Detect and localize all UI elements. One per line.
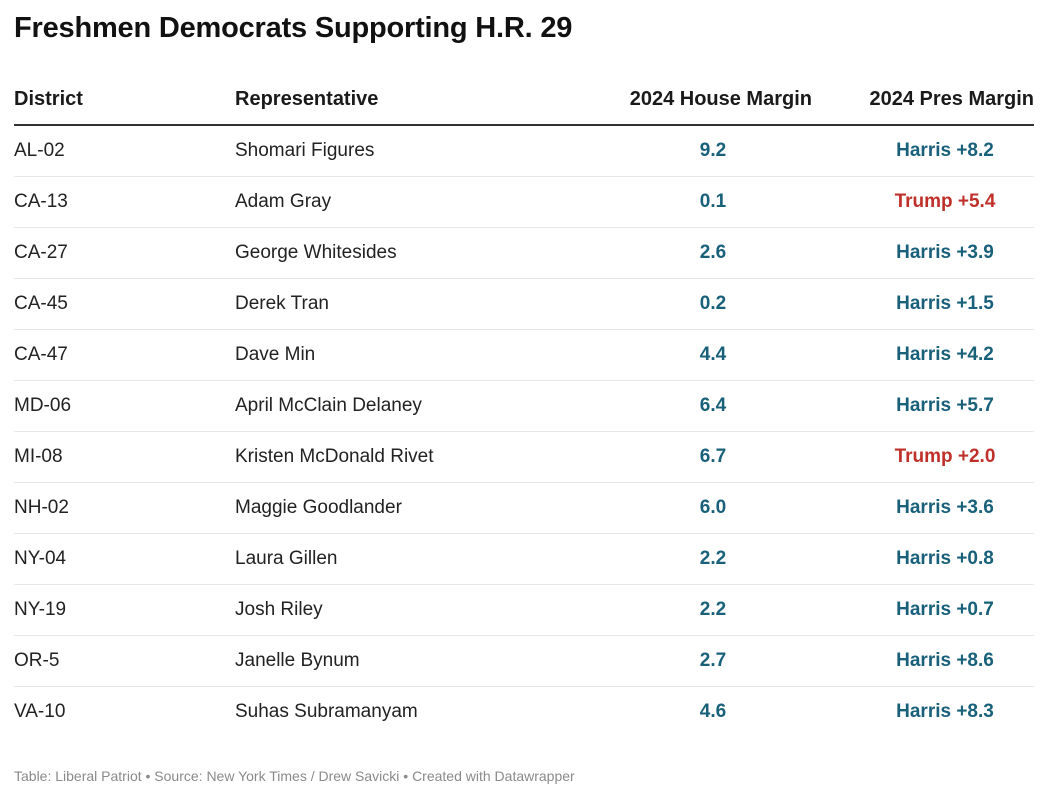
table-row: NY-04 Laura Gillen 2.2 Harris +0.8 — [14, 533, 1034, 585]
cell-district: CA-47 — [14, 329, 235, 381]
cell-pres-margin-container: Harris +4.2 — [812, 329, 1034, 381]
cell-representative: Laura Gillen — [235, 533, 614, 585]
cell-district: CA-13 — [14, 176, 235, 228]
cell-district: MI-08 — [14, 431, 235, 483]
cell-district: NY-04 — [14, 533, 235, 585]
column-header-district[interactable]: District — [14, 74, 235, 126]
cell-pres-margin-container: Harris +1.5 — [812, 278, 1034, 330]
table-row: MI-08 Kristen McDonald Rivet 6.7 Trump +2.0 — [14, 431, 1034, 483]
cell-pres-margin-container: Harris +8.6 — [812, 635, 1034, 687]
cell-pres-margin-container: Harris +0.7 — [812, 584, 1034, 636]
cell-pres-margin: Harris +3.9 — [896, 242, 994, 263]
cell-pres-margin: Harris +4.2 — [896, 344, 994, 365]
cell-house-margin: 2.7 — [614, 635, 812, 687]
cell-pres-margin: Harris +5.7 — [896, 395, 994, 416]
cell-house-margin: 6.4 — [614, 380, 812, 432]
column-header-house-margin[interactable]: 2024 House Margin — [614, 74, 812, 126]
cell-pres-margin-container: Harris +3.6 — [812, 482, 1034, 534]
cell-district: NY-19 — [14, 584, 235, 636]
data-table-container: District Representative 2024 House Margi… — [14, 74, 1034, 737]
cell-district: VA-10 — [14, 701, 66, 722]
cell-pres-margin-container: Harris +0.8 — [812, 533, 1034, 585]
cell-district: AL-02 — [14, 125, 235, 177]
cell-representative: Kristen McDonald Rivet — [235, 431, 614, 483]
column-header-pres-margin[interactable]: 2024 Pres Margin — [812, 74, 1034, 126]
cell-representative: April McClain Delaney — [235, 380, 614, 432]
cell-house-margin: 4.4 — [614, 329, 812, 381]
chart-title: Freshmen Democrats Supporting H.R. 29 — [14, 12, 573, 44]
cell-pres-margin: Harris +0.8 — [896, 548, 994, 569]
cell-representative: Dave Min — [235, 329, 614, 381]
cell-pres-margin: Harris +0.7 — [896, 599, 994, 620]
cell-house-margin: 2.2 — [614, 584, 812, 636]
cell-pres-margin: Harris +3.6 — [896, 497, 994, 518]
cell-representative: Janelle Bynum — [235, 635, 614, 687]
header-row: District Representative 2024 House Margi… — [14, 74, 1034, 126]
table-row: CA-27 George Whitesides 2.6 Harris +3.9 — [14, 227, 1034, 279]
cell-pres-margin-container: Harris +8.3 — [812, 687, 1034, 738]
cell-house-margin: 6.7 — [614, 431, 812, 483]
cell-pres-margin: Trump +2.0 — [894, 446, 996, 467]
cell-house-margin: 6.0 — [614, 482, 812, 534]
cell-representative: Adam Gray — [235, 176, 614, 228]
cell-house-margin: 4.6 — [699, 701, 727, 722]
cell-house-margin: 0.1 — [614, 176, 812, 228]
table-header: District Representative 2024 House Margi… — [14, 74, 1034, 126]
table-body: AL-02 Shomari Figures 9.2 Harris +8.2 CA-13 A… — [14, 125, 1034, 737]
cell-district: OR-5 — [14, 635, 235, 687]
cell-representative: Josh Riley — [235, 584, 614, 636]
table-row: CA-45 Derek Tran 0.2 Harris +1.5 — [14, 278, 1034, 330]
column-header-representative[interactable]: Representative — [235, 74, 614, 126]
cell-house-margin: 2.6 — [614, 227, 812, 279]
cell-district: NH-02 — [14, 482, 235, 534]
cell-representative: Derek Tran — [235, 278, 614, 330]
table-row: CA-13 Adam Gray 0.1 Trump +5.4 — [14, 176, 1034, 228]
table-row: MD-06 April McClain Delaney 6.4 Harris +5.7 — [14, 380, 1034, 432]
cell-house-margin: 9.2 — [614, 125, 812, 177]
cell-pres-margin-container: Harris +3.9 — [812, 227, 1034, 279]
cell-pres-margin-container: Trump +5.4 — [812, 176, 1034, 228]
table-row: CA-47 Dave Min 4.4 Harris +4.2 — [14, 329, 1034, 381]
table-row: NH-02 Maggie Goodlander 6.0 Harris +3.6 — [14, 482, 1034, 534]
cell-representative: Shomari Figures — [235, 125, 614, 177]
table-row: VA-10 Suhas Subramanyam 4.6 Harris +8.3 — [14, 687, 1034, 738]
footer-credits: Table: Liberal Patriot • Source: New Yor… — [14, 768, 575, 784]
cell-pres-margin-container: Trump +2.0 — [812, 431, 1034, 483]
cell-pres-margin: Harris +8.2 — [896, 140, 994, 161]
table-row: AL-02 Shomari Figures 9.2 Harris +8.2 — [14, 125, 1034, 177]
cell-representative: Suhas Subramanyam — [235, 701, 418, 722]
cell-representative: Maggie Goodlander — [235, 482, 614, 534]
table-row: NY-19 Josh Riley 2.2 Harris +0.7 — [14, 584, 1034, 636]
cell-pres-margin: Harris +8.6 — [896, 650, 994, 671]
data-table: District Representative 2024 House Margi… — [14, 74, 1034, 737]
cell-pres-margin-container: Harris +5.7 — [812, 380, 1034, 432]
cell-pres-margin: Trump +5.4 — [894, 191, 996, 212]
cell-district: MD-06 — [14, 380, 235, 432]
cell-pres-margin: Harris +1.5 — [896, 293, 994, 314]
cell-district: CA-27 — [14, 227, 235, 279]
cell-pres-margin-container: Harris +8.2 — [812, 125, 1034, 177]
cell-house-margin: 2.2 — [614, 533, 812, 585]
cell-house-margin: 0.2 — [614, 278, 812, 330]
cell-district: CA-45 — [14, 278, 235, 330]
cell-representative: George Whitesides — [235, 227, 614, 279]
cell-pres-margin: Harris +8.3 — [896, 701, 994, 722]
table-row: OR-5 Janelle Bynum 2.7 Harris +8.6 — [14, 635, 1034, 687]
